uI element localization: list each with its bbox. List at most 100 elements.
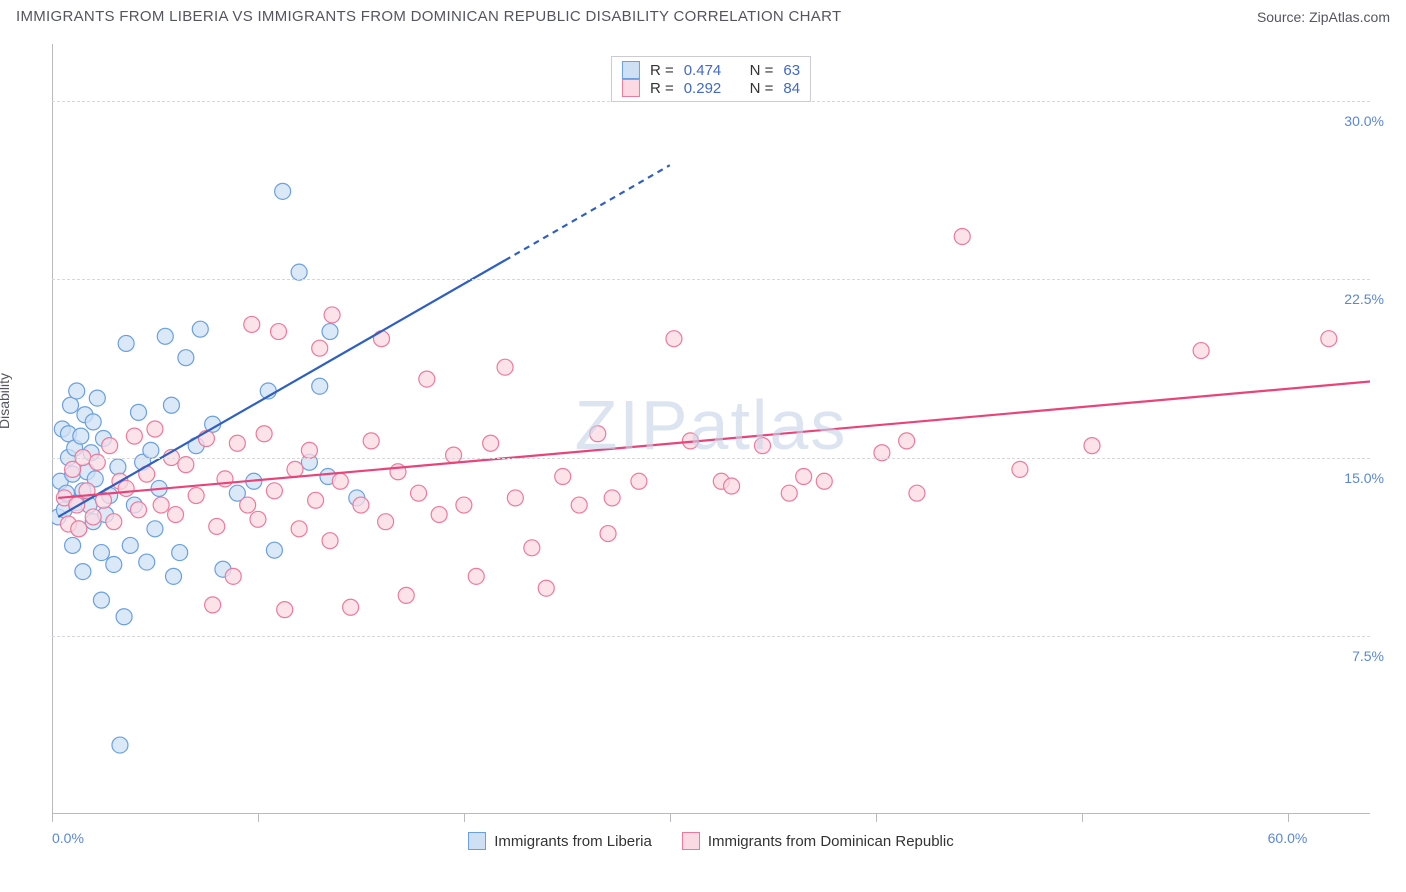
scatter-point-dominican — [600, 526, 616, 542]
scatter-point-liberia — [192, 321, 208, 337]
scatter-point-dominican — [322, 533, 338, 549]
scatter-point-dominican — [781, 485, 797, 501]
scatter-point-dominican — [85, 509, 101, 525]
scatter-point-dominican — [374, 331, 390, 347]
scatter-point-dominican — [118, 480, 134, 496]
x-tick — [1288, 814, 1289, 822]
scatter-point-dominican — [524, 540, 540, 556]
scatter-point-dominican — [301, 442, 317, 458]
scatter-point-dominican — [816, 473, 832, 489]
r-value-dominican: 0.292 — [684, 80, 722, 97]
scatter-point-dominican — [1321, 331, 1337, 347]
scatter-point-dominican — [106, 514, 122, 530]
legend-item-dominican: Immigrants from Dominican Republic — [682, 832, 954, 850]
scatter-point-dominican — [497, 359, 513, 375]
scatter-point-dominican — [378, 514, 394, 530]
legend-bottom: Immigrants from Liberia Immigrants from … — [52, 832, 1370, 850]
gridline-h — [52, 636, 1370, 637]
scatter-point-dominican — [899, 433, 915, 449]
scatter-point-liberia — [275, 183, 291, 199]
source-link[interactable]: ZipAtlas.com — [1309, 9, 1390, 25]
scatter-point-liberia — [178, 350, 194, 366]
r-label: R = — [650, 62, 674, 79]
chart-container: Disability ZIPatlas R = 0.474 N = 63 R =… — [16, 40, 1390, 850]
scatter-point-dominican — [240, 497, 256, 513]
correlation-legend: R = 0.474 N = 63 R = 0.292 N = 84 — [611, 56, 811, 102]
scatter-point-liberia — [93, 592, 109, 608]
source-prefix: Source: — [1257, 9, 1309, 25]
scatter-point-dominican — [308, 492, 324, 508]
n-label: N = — [750, 62, 774, 79]
scatter-point-liberia — [130, 404, 146, 420]
n-value-liberia: 63 — [783, 62, 800, 79]
plot-area: ZIPatlas R = 0.474 N = 63 R = 0.292 N = … — [52, 44, 1370, 814]
scatter-point-dominican — [256, 426, 272, 442]
scatter-point-dominican — [71, 521, 87, 537]
scatter-point-liberia — [172, 545, 188, 561]
legend-label-liberia: Immigrants from Liberia — [494, 833, 652, 850]
scatter-point-liberia — [312, 378, 328, 394]
x-tick — [464, 814, 465, 822]
scatter-point-dominican — [250, 511, 266, 527]
scatter-point-dominican — [1084, 438, 1100, 454]
scatter-point-dominican — [277, 602, 293, 618]
scatter-point-dominican — [631, 473, 647, 489]
scatter-point-dominican — [126, 428, 142, 444]
source-attribution: Source: ZipAtlas.com — [1257, 9, 1390, 25]
scatter-point-liberia — [147, 521, 163, 537]
scatter-point-dominican — [332, 473, 348, 489]
scatter-point-dominican — [507, 490, 523, 506]
legend-label-dominican: Immigrants from Dominican Republic — [708, 833, 954, 850]
scatter-point-dominican — [153, 497, 169, 513]
scatter-point-dominican — [266, 483, 282, 499]
trend-line-dash-liberia — [505, 165, 670, 260]
scatter-point-dominican — [168, 507, 184, 523]
scatter-point-dominican — [1012, 461, 1028, 477]
scatter-point-dominican — [483, 435, 499, 451]
scatter-point-dominican — [604, 490, 620, 506]
scatter-point-liberia — [110, 459, 126, 475]
legend-row-liberia: R = 0.474 N = 63 — [622, 61, 800, 79]
scatter-point-liberia — [93, 545, 109, 561]
y-tick-label: 30.0% — [1324, 113, 1384, 129]
scatter-point-dominican — [343, 599, 359, 615]
scatter-point-liberia — [266, 542, 282, 558]
scatter-point-liberia — [116, 609, 132, 625]
scatter-point-dominican — [287, 461, 303, 477]
r-label: R = — [650, 80, 674, 97]
legend-row-dominican: R = 0.292 N = 84 — [622, 79, 800, 97]
scatter-point-dominican — [538, 580, 554, 596]
scatter-point-dominican — [229, 435, 245, 451]
scatter-point-liberia — [106, 556, 122, 572]
scatter-point-liberia — [85, 414, 101, 430]
scatter-point-dominican — [398, 587, 414, 603]
swatch-dominican-icon — [682, 832, 700, 850]
y-tick-label: 15.0% — [1324, 470, 1384, 486]
chart-title: IMMIGRANTS FROM LIBERIA VS IMMIGRANTS FR… — [16, 8, 841, 25]
scatter-point-liberia — [65, 537, 81, 553]
x-tick — [258, 814, 259, 822]
scatter-point-dominican — [225, 568, 241, 584]
scatter-point-liberia — [157, 328, 173, 344]
gridline-h — [52, 279, 1370, 280]
n-value-dominican: 84 — [783, 80, 800, 97]
scatter-point-liberia — [322, 324, 338, 340]
scatter-point-dominican — [147, 421, 163, 437]
scatter-point-liberia — [63, 397, 79, 413]
swatch-dominican — [622, 79, 640, 97]
scatter-point-liberia — [166, 568, 182, 584]
legend-item-liberia: Immigrants from Liberia — [468, 832, 652, 850]
scatter-point-liberia — [139, 554, 155, 570]
scatter-point-dominican — [431, 507, 447, 523]
scatter-point-dominican — [571, 497, 587, 513]
scatter-point-dominican — [411, 485, 427, 501]
scatter-point-dominican — [456, 497, 472, 513]
scatter-point-liberia — [291, 264, 307, 280]
scatter-point-dominican — [130, 502, 146, 518]
x-tick — [52, 814, 53, 822]
scatter-point-liberia — [118, 335, 134, 351]
scatter-point-liberia — [73, 428, 89, 444]
scatter-point-dominican — [205, 597, 221, 613]
x-tick — [1082, 814, 1083, 822]
scatter-point-dominican — [291, 521, 307, 537]
